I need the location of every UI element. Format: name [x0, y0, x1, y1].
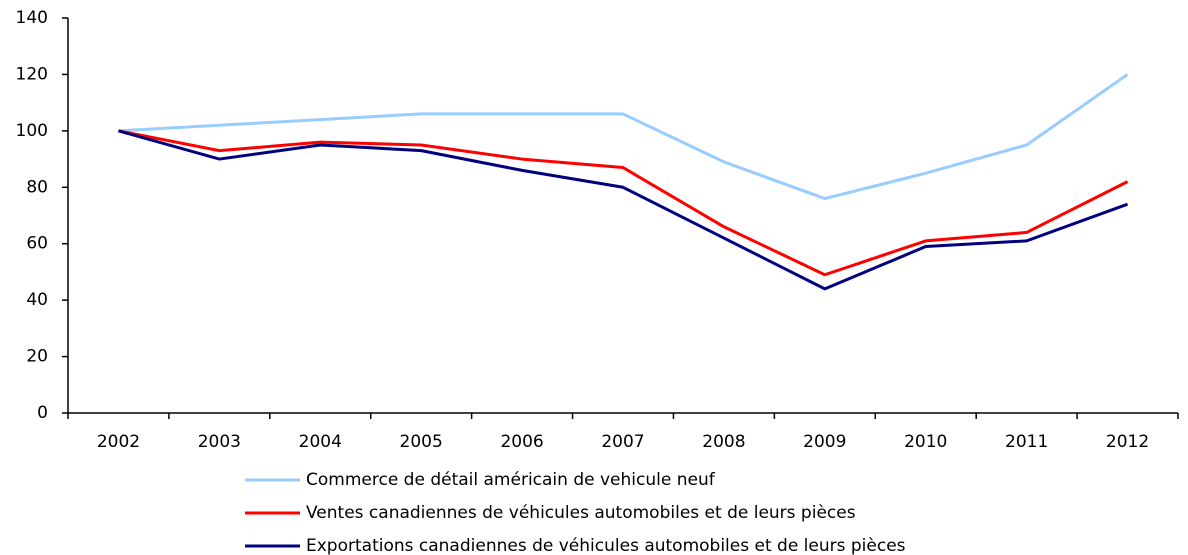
- x-tick-label: 2010: [904, 432, 947, 452]
- x-tick-label: 2005: [400, 432, 443, 452]
- y-tick-label: 140: [16, 8, 48, 28]
- y-tick-label: 80: [26, 177, 48, 197]
- x-tick-label: 2012: [1106, 432, 1149, 452]
- y-tick-label: 20: [26, 347, 48, 367]
- legend-label: Commerce de détail américain de vehicule…: [306, 470, 716, 490]
- x-tick-label: 2003: [198, 432, 241, 452]
- series-line: [118, 129, 1129, 291]
- y-tick-label: 60: [26, 234, 48, 254]
- x-tick-label: 2011: [1005, 432, 1048, 452]
- y-tick-label: 100: [16, 121, 48, 141]
- x-tick-label: 2009: [803, 432, 846, 452]
- x-tick-label: 2002: [97, 432, 140, 452]
- legend-label: Exportations canadiennes de véhicules au…: [306, 536, 906, 555]
- x-tick-label: 2007: [601, 432, 644, 452]
- legend-label: Ventes canadiennes de véhicules automobi…: [306, 503, 856, 523]
- series-line: [118, 129, 1129, 277]
- series-line: [118, 73, 1129, 201]
- x-tick-label: 2008: [702, 432, 745, 452]
- y-tick-label: 0: [37, 403, 48, 423]
- y-tick-label: 120: [16, 64, 48, 84]
- x-tick-label: 2006: [500, 432, 543, 452]
- y-tick-label: 40: [26, 290, 48, 310]
- x-tick-label: 2004: [299, 432, 342, 452]
